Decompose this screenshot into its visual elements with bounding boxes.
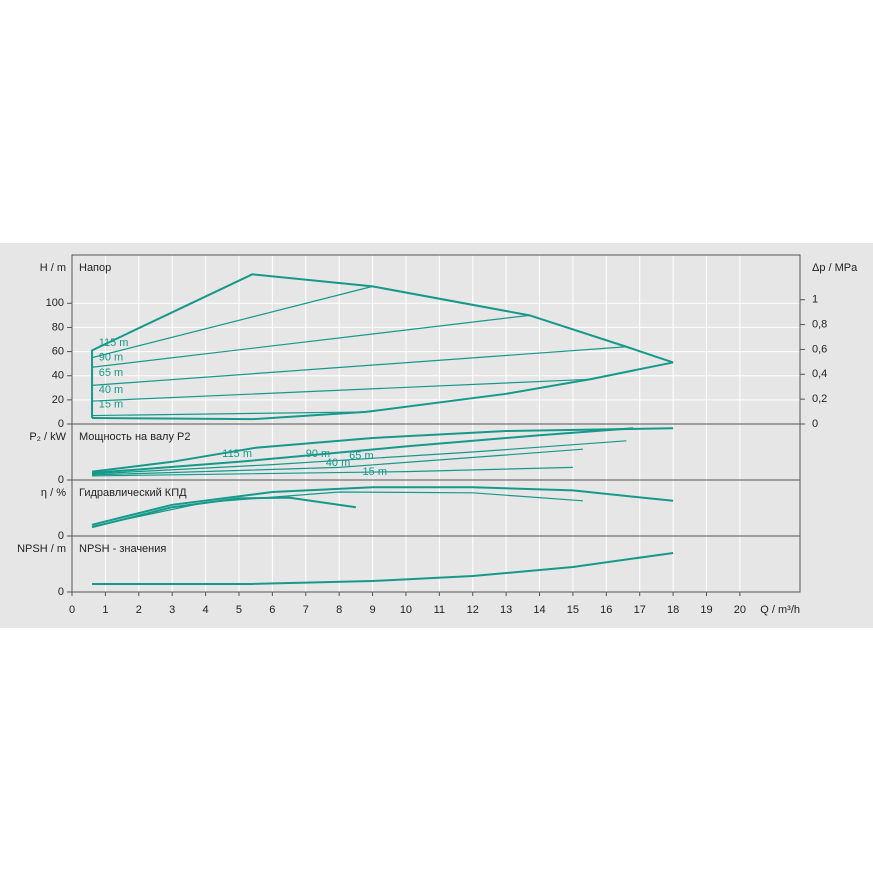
x-tick-label: 14 [533,604,545,616]
y2-axis-label: Δp / MPa [812,262,858,274]
curve [91,491,583,527]
y-tick-label: 60 [52,345,64,357]
curve [92,411,366,417]
x-tick-label: 8 [336,604,342,616]
x-tick-label: 4 [203,604,209,616]
curve-label: 15 m [363,466,387,478]
y2-tick-label: 0,4 [812,368,827,380]
y-axis-label: P₂ / kW [29,431,66,443]
y-axis-label: η / % [41,487,66,499]
x-tick-label: 12 [467,604,479,616]
x-tick-label: 6 [269,604,275,616]
curve [91,496,356,529]
curve [92,551,674,585]
y-tick-label: 0 [58,530,64,542]
curve [92,440,627,475]
x-tick-label: 0 [69,604,75,616]
y-tick-label: 0 [58,586,64,598]
x-tick-label: 18 [667,604,679,616]
curve-label: 65 m [99,367,123,379]
curve-label: 40 m [326,457,350,469]
y2-tick-label: 0 [812,418,818,430]
x-tick-label: 2 [136,604,142,616]
x-tick-label: 10 [400,604,412,616]
plot-frame [71,535,801,593]
y-tick-label: 0 [58,474,64,486]
curve-label: 90 m [99,352,123,364]
x-tick-label: 13 [500,604,512,616]
curve [91,285,373,359]
curve [92,466,573,477]
curve [91,314,530,368]
curve [91,427,634,474]
y-tick-label: 100 [46,297,64,309]
curve-label: 65 m [349,450,373,462]
curve-label: 90 m [306,448,330,460]
curve-label: 15 m [99,399,123,411]
panel-title: Гидравлический КПД [79,487,187,499]
x-tick-label: 5 [236,604,242,616]
curve [91,486,674,526]
curve-label: 115 m [99,337,129,349]
y-tick-label: 40 [52,370,64,382]
y2-tick-label: 0,8 [812,318,827,330]
x-tick-label: 9 [369,604,375,616]
y2-tick-label: 1 [812,294,818,306]
y-axis-label: H / m [40,262,66,274]
y-tick-label: 0 [58,418,64,430]
y-tick-label: 20 [52,394,64,406]
curve-label: 40 m [99,384,123,396]
x-axis-label: Q / m³/h [760,604,800,616]
curve-label: 115 m [222,448,252,460]
y-tick-label: 80 [52,321,64,333]
panel-title: NPSH - значения [79,543,166,555]
x-tick-label: 15 [567,604,579,616]
x-tick-label: 1 [102,604,108,616]
curve [92,448,583,476]
panel-title: Напор [79,262,111,274]
curve [91,346,627,386]
panel-title: Мощность на валу P2 [79,431,191,443]
x-tick-label: 19 [700,604,712,616]
x-tick-label: 11 [434,604,445,616]
x-tick-label: 3 [169,604,175,616]
y2-tick-label: 0,2 [812,393,827,405]
curve [92,378,590,402]
x-tick-label: 17 [634,604,646,616]
curve [92,361,674,421]
curve [91,427,674,473]
x-tick-label: 7 [303,604,309,616]
x-tick-label: 16 [600,604,612,616]
y-axis-label: NPSH / m [17,543,66,555]
y2-tick-label: 0,6 [812,343,827,355]
x-tick-label: 20 [734,604,746,616]
